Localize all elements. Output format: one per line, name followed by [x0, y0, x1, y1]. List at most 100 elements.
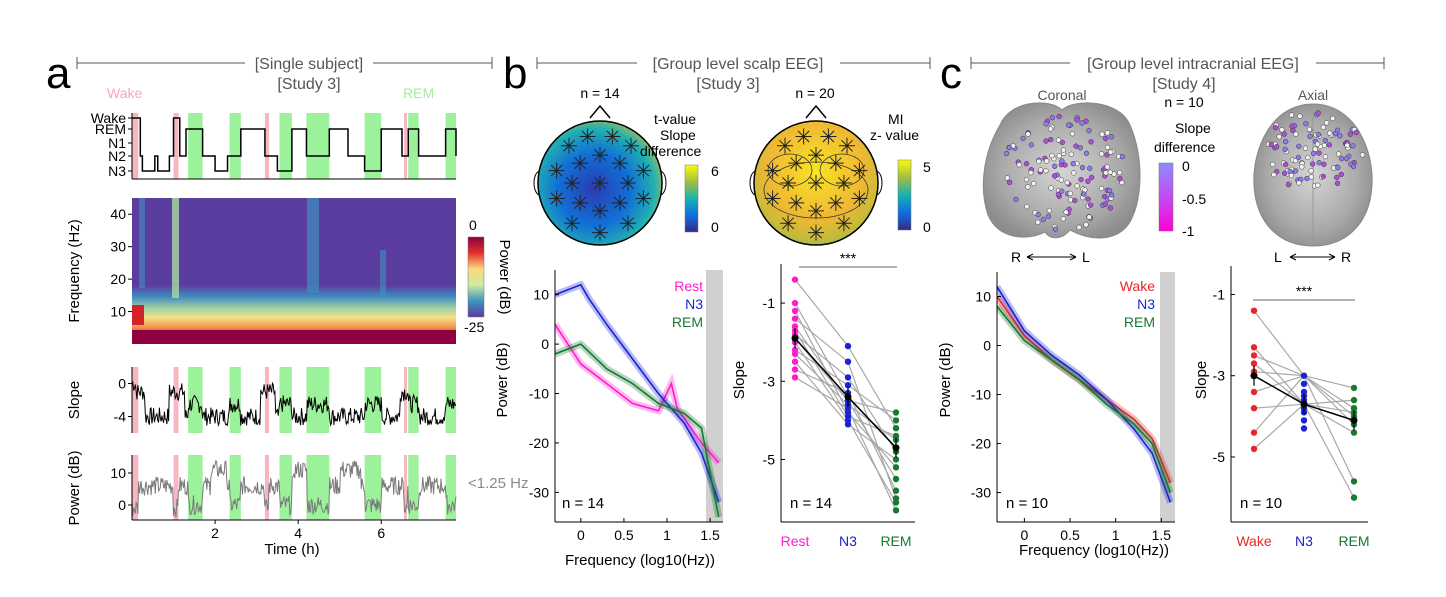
electrode-dot: [1283, 161, 1289, 168]
electrode-dot: [1064, 179, 1070, 186]
data-point: [1350, 478, 1358, 485]
electrode-dot: [1078, 176, 1084, 183]
electrode-dot: [1083, 222, 1089, 228]
electrode-marker: [604, 128, 621, 145]
electrode-dot: [1281, 170, 1288, 176]
rem-shading: [306, 113, 330, 179]
electrode-dot: [1072, 197, 1078, 204]
electrode-marker: [623, 137, 639, 154]
electrode-dot: [1043, 138, 1049, 144]
electrode-dot: [1049, 114, 1056, 121]
electrode-marker: [572, 194, 589, 211]
series-line: [997, 296, 1172, 484]
electrode-dot: [1071, 170, 1077, 176]
electrode-dot: [1272, 125, 1279, 131]
electrode-dot: [1060, 147, 1067, 153]
stage-tick-label: REM: [95, 121, 126, 137]
electrode-dot: [1068, 151, 1075, 157]
electrode-dot: [1087, 202, 1094, 208]
lowfreq-power-chart: 10 0 2 4 6 Power (dB) Time (h) <1.25 Hz: [66, 450, 528, 558]
data-point: [1350, 429, 1358, 436]
electrode-dot: [1305, 154, 1311, 161]
electrode-dot: [1288, 112, 1295, 118]
electrode-dot: [1086, 214, 1092, 220]
electrode-marker: [851, 162, 868, 179]
series-line: [997, 286, 1172, 503]
electrode-dot: [1308, 174, 1314, 180]
electrode-dot: [1282, 146, 1288, 153]
nose-icon: [589, 104, 611, 119]
electrode-marker: [564, 215, 581, 232]
data-point: [1300, 425, 1308, 432]
electrode-dot: [1288, 172, 1295, 179]
electrode-dot: [1320, 124, 1326, 130]
electrode-marker: [635, 190, 652, 207]
electrode-dot: [1103, 170, 1109, 176]
electrode-dot: [1293, 131, 1299, 137]
orientation-label: R: [1011, 249, 1021, 265]
slope-tick-label: 0: [118, 376, 126, 392]
electrode-marker: [548, 190, 565, 207]
slope-trace-chart: 0 -4 Slope: [66, 367, 457, 433]
time-xlabel: Time (h): [264, 541, 319, 558]
data-point: [1350, 384, 1358, 392]
electrode-dot: [1098, 151, 1105, 157]
electrode-dot: [1086, 127, 1092, 134]
electrode-dot: [1307, 133, 1313, 140]
electrode-dot: [1323, 120, 1330, 126]
psd-xtick-label: 0: [577, 527, 585, 543]
panel-header: [Group level scalp EEG]: [653, 56, 824, 73]
psd-ytick-label: 0: [983, 338, 991, 354]
psd-xtick-label: 1.5: [1152, 527, 1172, 543]
electrode-marker: [780, 175, 797, 191]
panel-letter: a: [46, 49, 71, 98]
electrode-dot: [1315, 110, 1321, 116]
colorbar-title-line: MI: [888, 111, 904, 127]
electrode-dot: [1074, 117, 1080, 123]
data-point: [1350, 494, 1358, 501]
electrode-dot: [1309, 161, 1316, 167]
rem-shading: [229, 455, 241, 520]
data-point: [791, 374, 799, 381]
electrode-marker: [611, 194, 628, 211]
electrode-dot: [1308, 168, 1314, 174]
topomap-colorbar: [897, 159, 912, 231]
electrode-marker: [827, 194, 844, 211]
data-point: [1250, 360, 1258, 367]
electrode-dot: [1088, 139, 1094, 145]
data-point: [1300, 372, 1308, 379]
electrode-dot: [1310, 150, 1317, 157]
electrode-dot: [1013, 196, 1019, 203]
series-confidence-band: [997, 304, 1174, 494]
spectrogram-chart: 10 20 30 40 Frequency (Hz) 0 -25 Power (dB): [66, 198, 513, 344]
electrode-dot: [1343, 156, 1350, 162]
electrode-dot: [1337, 133, 1343, 139]
rem-shading: [279, 367, 292, 433]
stage-tick-label: N3: [108, 163, 126, 179]
electrode-dot: [1035, 211, 1041, 218]
view-label: Coronal: [1037, 87, 1086, 103]
series-line: [555, 323, 720, 464]
topomap-colorbar: [684, 164, 699, 233]
data-point: [844, 382, 852, 389]
colorbar-min: -25: [464, 319, 484, 335]
electrode-marker: [561, 137, 577, 154]
electrode-dot: [1335, 164, 1341, 171]
slope-ytick-label: -5: [1213, 449, 1226, 465]
psd-xtick-label: 1: [1112, 527, 1120, 543]
electrode-dot: [1271, 172, 1277, 178]
electrode-dot: [1315, 182, 1321, 188]
colorbar-max: 0: [469, 217, 477, 233]
electrode-dot: [1107, 205, 1114, 211]
electrode-dot: [1104, 164, 1110, 170]
study-label: [Study 3]: [696, 76, 759, 93]
mean-marker: [844, 393, 852, 401]
slope-scatter-scalp: *** -1 -3 -5 Rest N3 REM Slope n = 14: [731, 250, 915, 549]
data-point: [1250, 388, 1258, 396]
electrode-dot: [1048, 136, 1054, 143]
electrode-marker: [777, 137, 793, 154]
wake-shading: [173, 455, 179, 520]
electrode-dot: [1276, 134, 1282, 140]
orientation-label: L: [1082, 249, 1090, 265]
